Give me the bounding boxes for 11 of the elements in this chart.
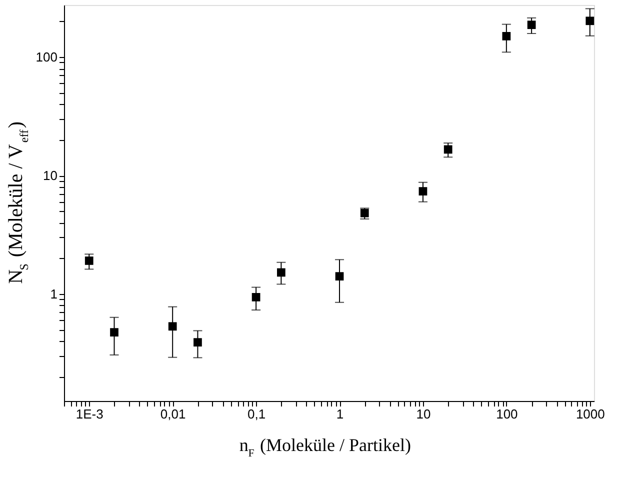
x-tick-label: 0,1 xyxy=(248,406,266,422)
x-tick-label: 100 xyxy=(496,406,518,422)
y-axis-title: NS (Moleküle / Veff) xyxy=(5,121,31,284)
y-tick-label: 10 xyxy=(43,168,58,184)
x-tick-label: 10 xyxy=(416,406,431,422)
x-tick-label: 1E-3 xyxy=(76,406,104,422)
x-tick-label: 1000 xyxy=(576,406,605,422)
y-tick-label: 1 xyxy=(50,286,58,302)
y-tick-label: 100 xyxy=(36,50,58,65)
x-tick-label: 1 xyxy=(336,406,344,422)
x-tick-label: 0,01 xyxy=(160,406,186,422)
